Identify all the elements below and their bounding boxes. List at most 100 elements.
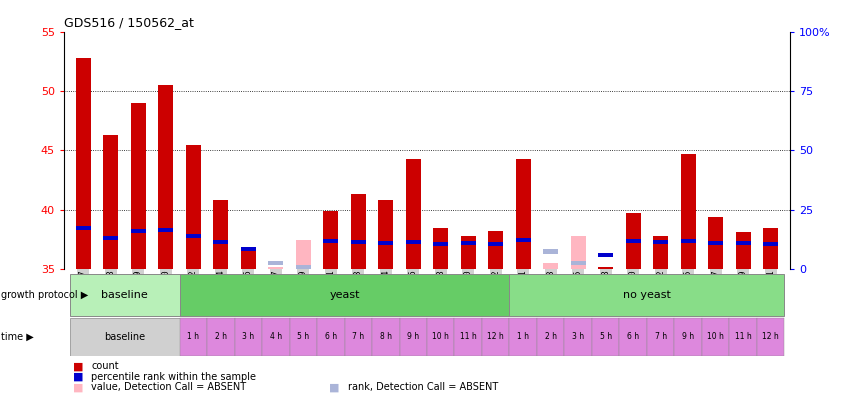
Bar	[322, 211, 338, 269]
Bar	[570, 261, 585, 265]
Bar	[564, 318, 591, 356]
Text: 10 h: 10 h	[432, 332, 449, 341]
Text: no yeast: no yeast	[623, 290, 670, 300]
Bar	[351, 240, 365, 244]
Bar	[378, 200, 393, 269]
Bar	[158, 85, 173, 269]
Bar	[69, 318, 179, 356]
Bar	[488, 242, 502, 246]
Bar	[680, 154, 695, 269]
Bar	[76, 58, 90, 269]
Text: 4 h: 4 h	[270, 332, 281, 341]
Bar	[647, 318, 674, 356]
Bar	[701, 318, 728, 356]
Text: 7 h: 7 h	[654, 332, 666, 341]
Bar	[426, 318, 454, 356]
Bar	[618, 318, 647, 356]
Bar	[213, 240, 228, 244]
Text: time ▶: time ▶	[1, 331, 33, 342]
Bar	[268, 267, 283, 269]
Text: ■: ■	[73, 382, 83, 392]
Bar	[734, 232, 750, 269]
Text: growth protocol ▶: growth protocol ▶	[1, 290, 88, 300]
Bar	[405, 159, 421, 269]
Bar	[206, 318, 235, 356]
Bar	[653, 240, 668, 244]
Bar	[543, 263, 558, 269]
Bar	[481, 318, 509, 356]
Text: percentile rank within the sample: percentile rank within the sample	[91, 372, 256, 382]
Text: 1 h: 1 h	[187, 332, 199, 341]
Bar	[185, 145, 200, 269]
Text: rank, Detection Call = ABSENT: rank, Detection Call = ABSENT	[347, 382, 497, 392]
Text: 7 h: 7 h	[351, 332, 364, 341]
Text: ■: ■	[73, 372, 83, 382]
Bar	[351, 194, 365, 269]
Bar	[103, 135, 119, 269]
Bar	[432, 228, 448, 269]
Bar	[179, 318, 206, 356]
Bar	[763, 242, 777, 246]
Text: value, Detection Call = ABSENT: value, Detection Call = ABSENT	[91, 382, 247, 392]
Text: ■: ■	[73, 361, 83, 371]
Bar	[295, 265, 310, 269]
Bar	[597, 267, 612, 269]
Bar	[185, 234, 200, 238]
Text: baseline: baseline	[101, 290, 148, 300]
Bar	[241, 249, 256, 269]
Bar	[268, 261, 283, 265]
Bar	[372, 318, 399, 356]
Bar	[179, 274, 509, 316]
Bar	[680, 239, 695, 243]
Bar	[316, 318, 344, 356]
Bar	[378, 241, 393, 245]
Bar	[756, 318, 784, 356]
Text: 6 h: 6 h	[626, 332, 639, 341]
Bar	[509, 318, 537, 356]
Text: 6 h: 6 h	[324, 332, 336, 341]
Bar	[76, 226, 90, 230]
Bar	[103, 236, 119, 240]
Text: 2 h: 2 h	[214, 332, 227, 341]
Bar	[674, 318, 701, 356]
Bar	[460, 236, 475, 269]
Bar	[591, 318, 618, 356]
Bar	[543, 249, 558, 253]
Text: ■: ■	[328, 382, 339, 392]
Bar	[653, 236, 668, 269]
Bar	[597, 253, 612, 257]
Bar	[488, 231, 502, 269]
Bar	[213, 200, 228, 269]
Bar	[515, 159, 531, 269]
Bar	[432, 242, 448, 246]
Bar	[707, 217, 722, 269]
Text: 5 h: 5 h	[297, 332, 309, 341]
Text: 8 h: 8 h	[380, 332, 392, 341]
Bar	[625, 239, 640, 243]
Bar	[515, 238, 531, 242]
Text: 2 h: 2 h	[544, 332, 556, 341]
Bar	[570, 236, 585, 269]
Bar	[537, 318, 564, 356]
Text: baseline: baseline	[104, 331, 145, 342]
Bar	[322, 239, 338, 243]
Bar	[131, 103, 146, 269]
Bar	[241, 247, 256, 251]
Text: 11 h: 11 h	[459, 332, 476, 341]
Text: 3 h: 3 h	[242, 332, 254, 341]
Text: 1 h: 1 h	[517, 332, 529, 341]
Text: 12 h: 12 h	[487, 332, 503, 341]
Text: 5 h: 5 h	[599, 332, 611, 341]
Text: count: count	[91, 361, 119, 371]
Bar	[734, 241, 750, 245]
Bar	[158, 228, 173, 232]
Bar	[295, 240, 310, 269]
Bar	[728, 318, 756, 356]
Bar	[262, 318, 289, 356]
Bar	[625, 213, 640, 269]
Text: 10 h: 10 h	[706, 332, 723, 341]
Text: 11 h: 11 h	[734, 332, 751, 341]
Bar	[235, 318, 262, 356]
Text: 12 h: 12 h	[762, 332, 778, 341]
Bar	[399, 318, 426, 356]
